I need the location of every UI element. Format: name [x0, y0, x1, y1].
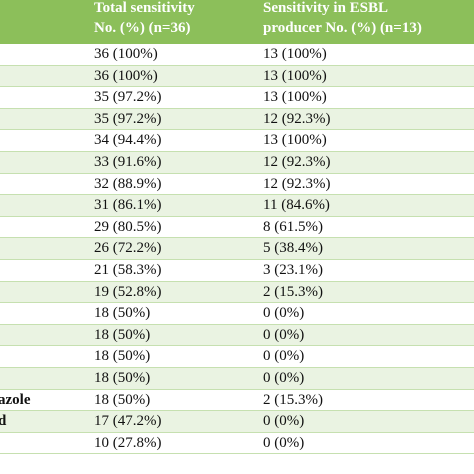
header-total-sensitivity: Total sensitivity No. (%) (n=36) [94, 0, 195, 38]
table-row: 29 (80.5%) 8 (61.5%) [0, 217, 474, 239]
cell-total-sensitivity: 33 (91.6%) [94, 154, 162, 170]
cell-total-sensitivity: 18 (50%) [94, 326, 151, 343]
table-row: 18 (50%) 0 (0%) [0, 346, 474, 368]
header-total-line-2: No. (%) (n=36) [94, 20, 191, 36]
cell-esbl-sensitivity: 12 (92.3%) [263, 110, 331, 127]
cell-esbl-sensitivity: 13 (100%) [263, 132, 327, 149]
table-row: azole 18 (50%) 2 (15.3%) [0, 390, 474, 412]
cell-esbl-sensitivity: 8 (61.5%) [263, 218, 323, 235]
cell-esbl-sensitivity: 5 (38.4%) [263, 240, 323, 257]
table-row: 31 (86.1%) 11 (84.6%) [0, 195, 474, 217]
cell-esbl-sensitivity: 0 (0%) [263, 434, 305, 451]
cell-total-sensitivity: 18 (50%) [94, 370, 151, 386]
table-row: 18 (50%) 0 (0%) [0, 324, 474, 347]
table-row: d 17 (47.2%) 0 (0%) [0, 411, 474, 433]
cell-total-sensitivity: 32 (88.9%) [94, 175, 162, 192]
cell-total-sensitivity: 36 (100%) [94, 46, 158, 62]
cell-esbl-sensitivity: 0 (0%) [263, 413, 305, 430]
cell-esbl-sensitivity: 0 (0%) [263, 348, 305, 365]
cell-total-sensitivity: 17 (47.2%) [94, 413, 162, 430]
table-row: 18 (50%) 0 (0%) [0, 303, 474, 325]
cell-esbl-sensitivity: 0 (0%) [263, 305, 305, 322]
table-row: 35 (97.2%) 13 (100%) [0, 87, 474, 109]
header-esbl-line-2: producer No. (%) (n=13) [263, 20, 422, 36]
cell-antibiotic-name: azole [0, 391, 31, 408]
cell-total-sensitivity: 19 (52.8%) [94, 283, 162, 300]
table-row: 19 (52.8%) 2 (15.3%) [0, 281, 474, 304]
cell-esbl-sensitivity: 0 (0%) [263, 370, 305, 386]
cell-esbl-sensitivity: 11 (84.6%) [263, 197, 330, 214]
header-total-line-1: Total sensitivity [94, 0, 195, 16]
cell-esbl-sensitivity: 12 (92.3%) [263, 154, 331, 170]
cell-esbl-sensitivity: 13 (100%) [263, 67, 327, 84]
cell-total-sensitivity: 29 (80.5%) [94, 218, 162, 235]
header-esbl-line-1: Sensitivity in ESBL [263, 0, 389, 16]
cell-total-sensitivity: 35 (97.2%) [94, 110, 162, 127]
cell-total-sensitivity: 34 (94.4%) [94, 132, 162, 149]
table-row: 35 (97.2%) 12 (92.3%) [0, 108, 474, 131]
cell-total-sensitivity: 21 (58.3%) [94, 262, 162, 278]
table-row: 36 (100%) 13 (100%) [0, 44, 474, 66]
cell-total-sensitivity: 31 (86.1%) [94, 197, 162, 214]
table-row: 10 (27.8%) 0 (0%) [0, 433, 474, 455]
cell-esbl-sensitivity: 13 (100%) [263, 89, 327, 106]
table-row: 36 (100%) 13 (100%) [0, 65, 474, 88]
cell-esbl-sensitivity: 13 (100%) [263, 46, 327, 62]
cell-esbl-sensitivity: 3 (23.1%) [263, 262, 323, 278]
cell-total-sensitivity: 35 (97.2%) [94, 89, 162, 106]
cell-total-sensitivity: 36 (100%) [94, 67, 158, 84]
table-row: 21 (58.3%) 3 (23.1%) [0, 260, 474, 282]
table-row: 34 (94.4%) 13 (100%) [0, 130, 474, 152]
cell-total-sensitivity: 18 (50%) [94, 305, 151, 322]
header-esbl-sensitivity: Sensitivity in ESBL producer No. (%) (n=… [263, 0, 422, 38]
cell-total-sensitivity: 10 (27.8%) [94, 434, 162, 451]
cell-antibiotic-name: d [0, 413, 7, 430]
cell-esbl-sensitivity: 2 (15.3%) [263, 391, 323, 408]
cell-total-sensitivity: 18 (50%) [94, 391, 151, 408]
table-row: 26 (72.2%) 5 (38.4%) [0, 238, 474, 260]
table-row: 33 (91.6%) 12 (92.3%) [0, 152, 474, 174]
cell-esbl-sensitivity: 2 (15.3%) [263, 283, 323, 300]
table-header: Total sensitivity No. (%) (n=36) Sensiti… [0, 0, 474, 44]
table-row: 18 (50%) 0 (0%) [0, 368, 474, 390]
cell-esbl-sensitivity: 0 (0%) [263, 326, 305, 343]
cell-esbl-sensitivity: 12 (92.3%) [263, 175, 331, 192]
table-row: 32 (88.9%) 12 (92.3%) [0, 174, 474, 196]
cell-total-sensitivity: 26 (72.2%) [94, 240, 162, 257]
cell-total-sensitivity: 18 (50%) [94, 348, 151, 365]
